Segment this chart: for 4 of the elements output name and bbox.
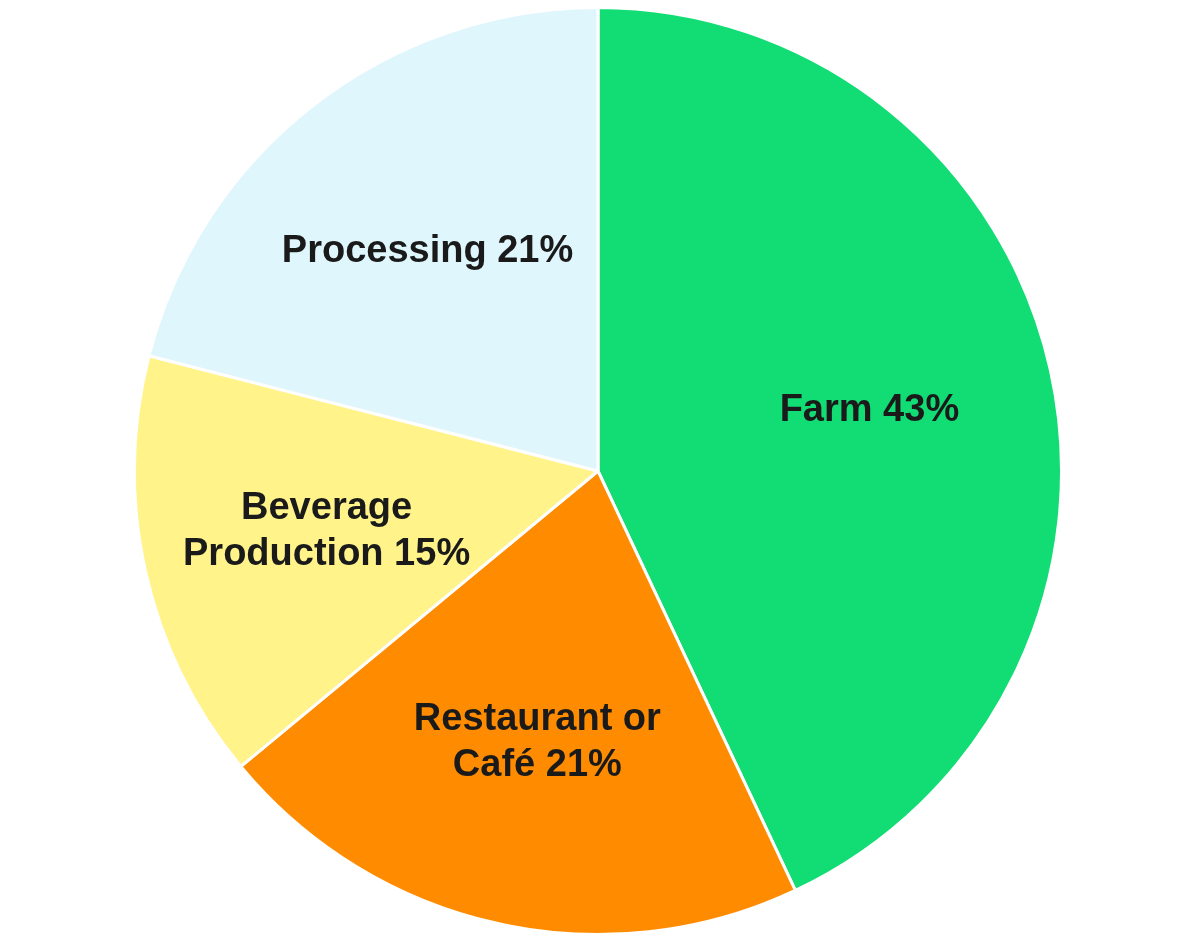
slice-label: Farm 43% bbox=[779, 386, 960, 429]
slice-label: Beverage Production 15% bbox=[183, 485, 471, 574]
slice-label: Restaurant or Café 21% bbox=[413, 695, 662, 784]
slice-label: Processing 21% bbox=[281, 227, 574, 270]
